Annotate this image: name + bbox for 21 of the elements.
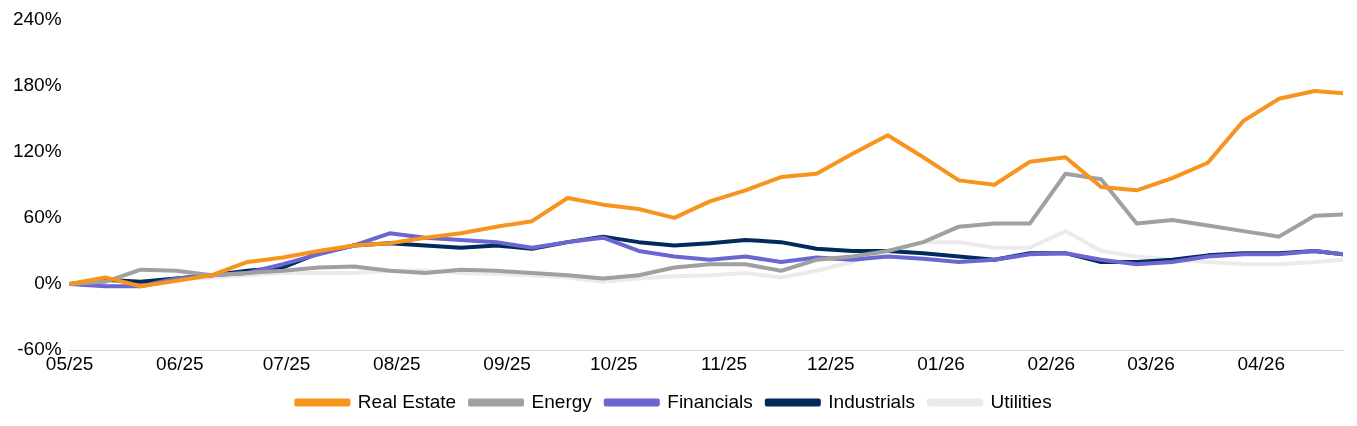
- legend-label: Industrials: [828, 390, 915, 412]
- y-tick-label: 0%: [34, 272, 62, 294]
- x-tick-label: 02/26: [1027, 352, 1076, 374]
- x-tick-label: 10/25: [590, 352, 638, 374]
- y-tick-label: 120%: [12, 139, 62, 161]
- x-tick-label: 08/25: [373, 352, 421, 374]
- legend-label: Energy: [531, 390, 593, 412]
- x-tick-label: 11/25: [701, 352, 748, 374]
- legend-label: Real Estate: [357, 390, 457, 412]
- y-tick-label: 180%: [12, 73, 62, 95]
- x-tick-label: 09/25: [483, 352, 531, 374]
- x-tick-label: 03/26: [1127, 352, 1175, 374]
- x-tick-label: 01/26: [917, 352, 965, 374]
- x-tick-label: 04/26: [1237, 352, 1285, 374]
- legend-label: Financials: [667, 390, 753, 412]
- y-tick-label: 60%: [23, 206, 62, 228]
- x-tick-label: 07/25: [262, 352, 311, 374]
- y-tick-label: 240%: [12, 7, 62, 29]
- x-tick-label: 06/25: [156, 352, 204, 374]
- x-tick-label: 12/25: [807, 352, 855, 374]
- legend-label: Utilities: [990, 390, 1052, 412]
